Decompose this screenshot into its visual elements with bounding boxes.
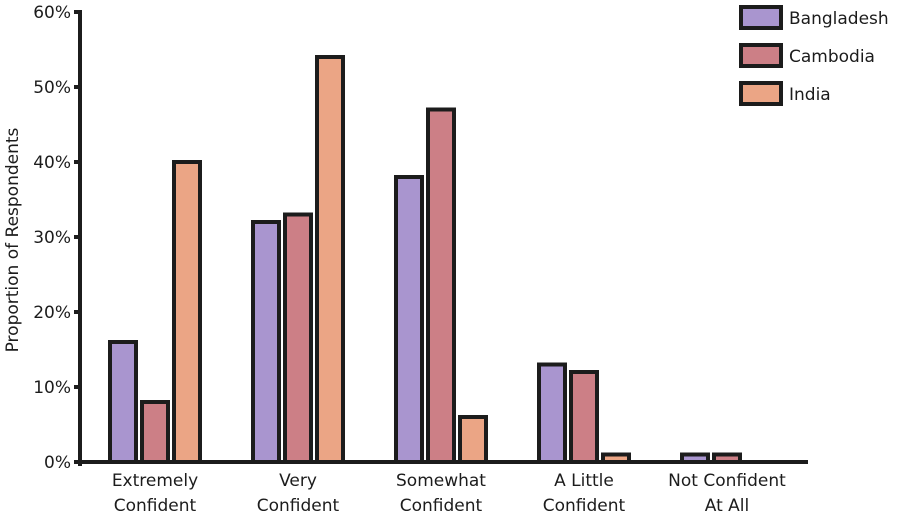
x-tick-label: Very Confident: [257, 471, 340, 516]
bar-cambodia: [426, 107, 456, 464]
legend-swatch-bangladesh: [739, 5, 783, 30]
y-tick-label: 30%: [33, 228, 71, 248]
y-tick-label: 10%: [33, 378, 71, 398]
legend-label-cambodia: Cambodia: [789, 47, 875, 67]
x-tick-label: Extremely Confident: [112, 471, 198, 516]
bar-cambodia: [140, 400, 170, 464]
legend-swatch-cambodia: [739, 43, 783, 68]
y-tick-label: 60%: [33, 3, 71, 23]
bar-cambodia: [283, 212, 313, 464]
x-tick-label: Not Confident At All: [668, 471, 786, 516]
y-tick-label: 0%: [44, 453, 71, 473]
x-tick-label: A Little Confident: [543, 471, 626, 516]
legend-swatch-india: [739, 81, 783, 106]
bar-bangladesh: [537, 362, 567, 464]
x-tick-label: Somewhat Confident: [396, 471, 486, 516]
y-axis-label: Proportion of Respondents: [3, 127, 23, 352]
bar-bangladesh: [394, 175, 424, 464]
bars: [108, 55, 742, 464]
y-tick-label: 40%: [33, 153, 71, 173]
axes: [78, 10, 808, 466]
bar-india: [458, 415, 488, 464]
legend-label-india: India: [789, 85, 831, 105]
bar-india: [315, 55, 345, 464]
legend-label-bangladesh: Bangladesh: [789, 9, 889, 29]
x-axis-labels: Extremely Confident Very Confident Somewhat C…: [112, 471, 786, 516]
bar-bangladesh: [251, 220, 281, 464]
y-tick-label: 50%: [33, 78, 71, 98]
bar-bangladesh: [108, 340, 138, 464]
legend: Bangladesh Cambodia India: [739, 5, 889, 106]
y-axis-ticks: 0% 10% 20% 30% 40% 50% 60%: [33, 3, 80, 473]
bar-india: [172, 160, 202, 464]
bar-cambodia: [569, 370, 599, 464]
y-tick-label: 20%: [33, 303, 71, 323]
